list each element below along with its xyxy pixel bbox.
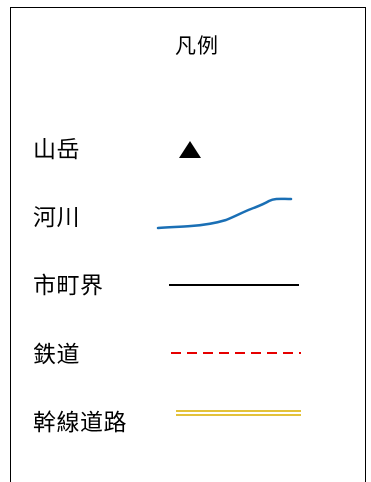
river-line-icon (156, 197, 293, 230)
legend-item-boundary: 市町界 (11, 266, 365, 306)
boundary-line-icon (169, 284, 299, 286)
legend-item-trunk-road: 幹線道路 (11, 403, 365, 443)
legend-item-river: 河川 (11, 197, 365, 238)
legend-label: 市町界 (33, 273, 104, 299)
legend-box: 凡例 山岳 河川 市町界 鉄道 幹線道路 (10, 7, 366, 482)
legend-item-railway: 鉄道 (11, 335, 365, 375)
triangle-mark (179, 141, 201, 158)
trunk-road-line-icon (176, 410, 301, 416)
legend-title: 凡例 (175, 34, 219, 58)
river-stroke (156, 197, 293, 230)
legend-label: 山岳 (33, 137, 80, 163)
railway-line-icon (171, 352, 301, 354)
legend-label: 幹線道路 (33, 410, 127, 436)
legend-label: 鉄道 (33, 342, 80, 368)
legend-item-mountain: 山岳 (11, 130, 365, 170)
mountain-triangle-icon (179, 141, 201, 158)
legend-label: 河川 (33, 205, 80, 231)
